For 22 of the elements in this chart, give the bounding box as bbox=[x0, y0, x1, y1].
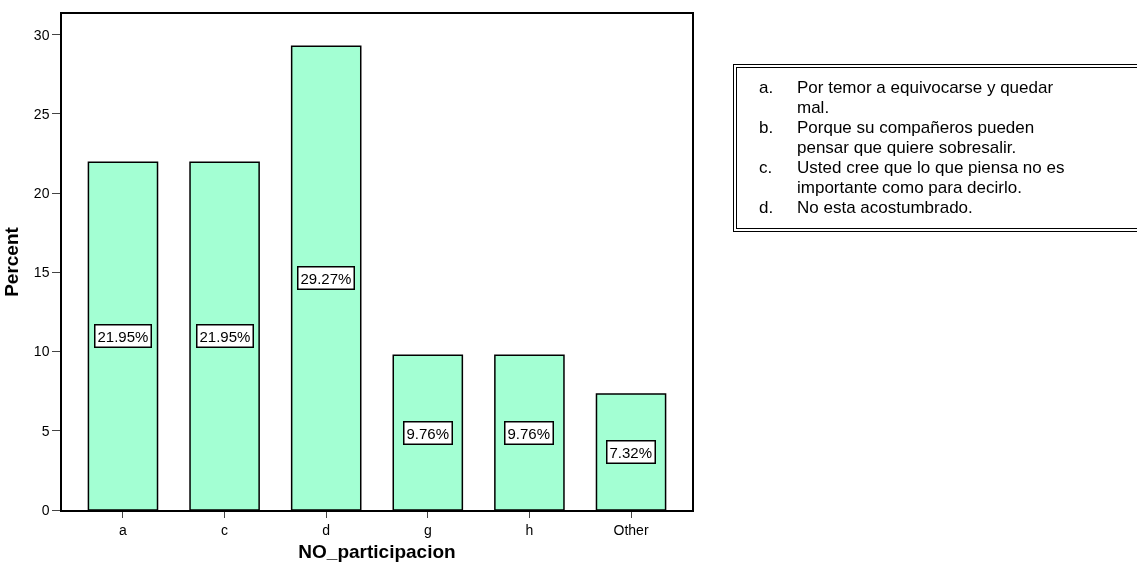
data-label: 29.27% bbox=[300, 269, 352, 287]
y-tick-label: 15 bbox=[33, 264, 50, 281]
x-tick-label: g bbox=[423, 521, 432, 538]
data-label: 21.95% bbox=[97, 327, 149, 345]
x-tick-label: Other bbox=[613, 521, 649, 538]
y-tick-label: 25 bbox=[33, 105, 50, 122]
y-tick-label: 5 bbox=[41, 422, 50, 439]
x-axis-title: NO_participacion bbox=[298, 540, 456, 562]
data-label: 7.32% bbox=[609, 443, 653, 461]
data-label: 9.76% bbox=[507, 424, 551, 442]
data-label: 9.76% bbox=[406, 424, 450, 442]
y-tick-label: 0 bbox=[41, 501, 50, 518]
data-label: 21.95% bbox=[199, 327, 251, 345]
note-box: a. Por temor a equivocarse y quedar mal. b. Porque su compañeros pueden pensar que quiere sobresalir. c. Usted cree que lo que piensa no es importante como para decirlo. d. No esta acostumbrado. bbox=[733, 64, 1137, 232]
x-tick-label: h bbox=[525, 521, 534, 538]
y-tick-label: 30 bbox=[33, 26, 50, 43]
x-tick-label: d bbox=[322, 521, 331, 538]
x-tick-label: a bbox=[119, 521, 128, 538]
x-tick-label: c bbox=[221, 521, 229, 538]
y-axis-title: Percent bbox=[1, 226, 23, 297]
y-tick-label: 20 bbox=[33, 184, 50, 201]
y-tick-label: 10 bbox=[33, 343, 50, 360]
